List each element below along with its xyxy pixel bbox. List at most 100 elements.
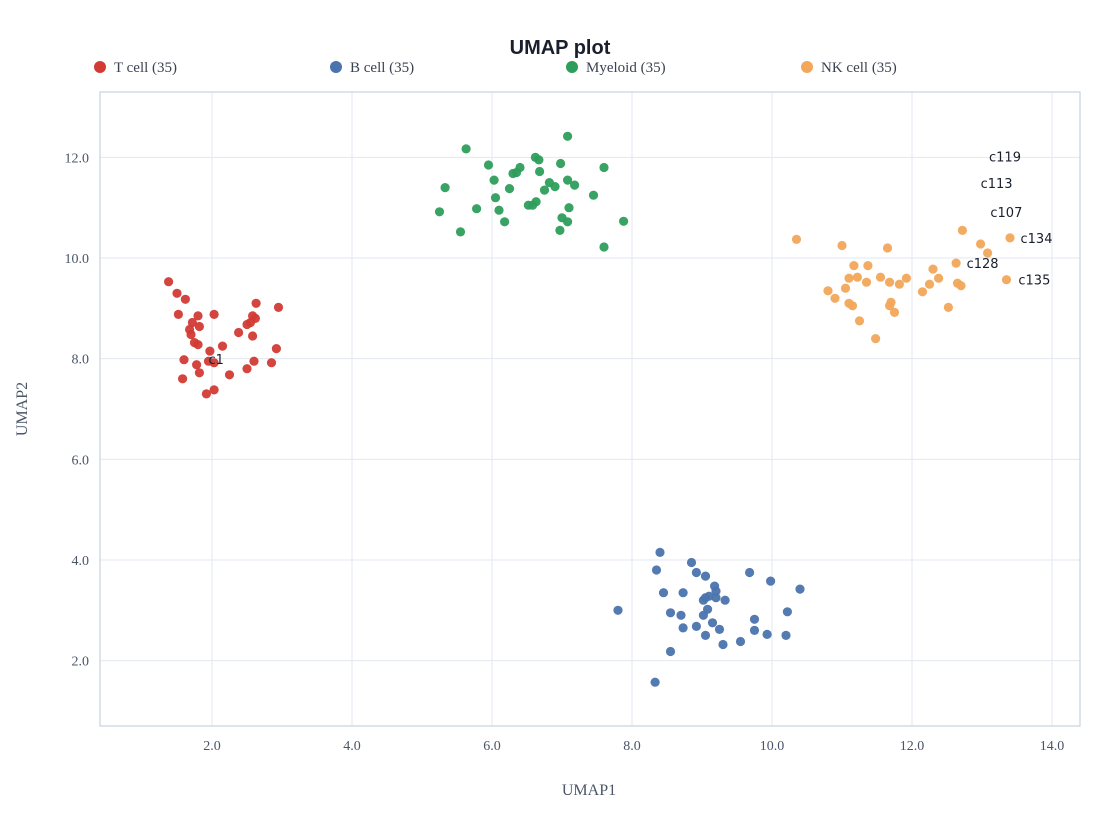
scatter-point[interactable] xyxy=(871,334,881,344)
scatter-point[interactable] xyxy=(555,225,565,235)
legend-item[interactable]: NK cell (35) xyxy=(801,60,897,76)
scatter-point[interactable] xyxy=(714,624,725,635)
scatter-point[interactable] xyxy=(698,595,709,605)
scatter-point[interactable] xyxy=(209,385,219,395)
scatter-point[interactable] xyxy=(718,639,728,650)
scatter-point[interactable] xyxy=(550,182,560,192)
scatter-point[interactable] xyxy=(494,205,504,215)
scatter-point[interactable] xyxy=(217,341,228,351)
scatter-point[interactable] xyxy=(882,243,893,253)
scatter-point[interactable] xyxy=(957,225,968,235)
scatter-point[interactable] xyxy=(489,175,499,185)
scatter-point[interactable] xyxy=(224,370,235,380)
scatter-point[interactable] xyxy=(599,162,609,173)
scatter-point[interactable] xyxy=(847,301,858,311)
scatter-point[interactable] xyxy=(658,588,669,598)
scatter-point[interactable] xyxy=(823,286,833,296)
scatter-point[interactable] xyxy=(440,183,450,193)
legend-item[interactable]: Myeloid (35) xyxy=(566,60,666,76)
scatter-point[interactable] xyxy=(837,240,847,251)
scatter-point[interactable] xyxy=(508,168,518,179)
scatter-point[interactable] xyxy=(745,567,755,578)
scatter-point[interactable] xyxy=(194,368,204,378)
scatter-point[interactable] xyxy=(564,203,574,213)
scatter-point[interactable] xyxy=(193,340,203,350)
scatter-point[interactable] xyxy=(209,358,219,368)
scatter-point[interactable] xyxy=(983,248,993,258)
scatter-point[interactable] xyxy=(172,288,182,298)
scatter-point[interactable] xyxy=(901,273,912,283)
scatter-point[interactable] xyxy=(245,317,256,328)
scatter-point[interactable] xyxy=(844,273,854,283)
scatter-point[interactable] xyxy=(535,166,545,177)
scatter-point[interactable] xyxy=(885,301,895,311)
scatter-point[interactable] xyxy=(570,180,580,190)
scatter-point[interactable] xyxy=(599,242,609,252)
scatter-point[interactable] xyxy=(563,175,573,185)
scatter-point[interactable] xyxy=(531,197,541,207)
scatter-point[interactable] xyxy=(863,261,873,271)
scatter-point[interactable] xyxy=(490,193,501,203)
scatter-point[interactable] xyxy=(192,360,202,370)
scatter-point[interactable] xyxy=(849,261,859,271)
scatter-point[interactable] xyxy=(678,623,688,633)
scatter-point[interactable] xyxy=(164,277,174,287)
scatter-point[interactable] xyxy=(1001,275,1012,285)
scatter-point[interactable] xyxy=(665,646,676,657)
scatter-point[interactable] xyxy=(943,302,954,312)
scatter-point[interactable] xyxy=(711,593,721,603)
scatter-point[interactable] xyxy=(588,190,599,200)
scatter-point[interactable] xyxy=(185,324,195,335)
scatter-point[interactable] xyxy=(613,605,623,615)
scatter-point[interactable] xyxy=(861,277,872,287)
scatter-point[interactable] xyxy=(782,607,793,617)
scatter-point[interactable] xyxy=(735,636,746,647)
scatter-point[interactable] xyxy=(885,277,895,287)
scatter-point[interactable] xyxy=(766,576,776,586)
scatter-point[interactable] xyxy=(928,264,938,274)
scatter-point[interactable] xyxy=(234,327,244,338)
scatter-point[interactable] xyxy=(180,294,190,304)
scatter-point[interactable] xyxy=(703,604,713,614)
scatter-point[interactable] xyxy=(749,625,760,636)
scatter-point[interactable] xyxy=(273,302,284,312)
scatter-point[interactable] xyxy=(455,227,466,237)
legend-item[interactable]: T cell (35) xyxy=(94,60,177,76)
scatter-point[interactable] xyxy=(711,586,721,596)
scatter-point[interactable] xyxy=(534,155,544,165)
scatter-point[interactable] xyxy=(934,273,944,283)
scatter-point[interactable] xyxy=(209,309,219,319)
scatter-point[interactable] xyxy=(691,567,702,578)
scatter-point[interactable] xyxy=(795,584,805,594)
scatter-point[interactable] xyxy=(504,184,515,194)
scatter-point[interactable] xyxy=(762,629,772,640)
scatter-point[interactable] xyxy=(461,144,471,154)
scatter-point[interactable] xyxy=(854,316,865,326)
scatter-point[interactable] xyxy=(483,160,494,170)
legend-item[interactable]: B cell (35) xyxy=(330,60,414,76)
scatter-point[interactable] xyxy=(678,588,688,598)
scatter-point[interactable] xyxy=(1005,233,1015,243)
scatter-point[interactable] xyxy=(781,630,791,641)
scatter-point[interactable] xyxy=(924,279,935,289)
scatter-point[interactable] xyxy=(266,358,277,368)
scatter-point[interactable] xyxy=(563,217,573,227)
scatter-point[interactable] xyxy=(894,279,905,289)
scatter-point[interactable] xyxy=(686,557,697,568)
scatter-point[interactable] xyxy=(251,298,261,308)
scatter-point[interactable] xyxy=(556,158,566,169)
scatter-point[interactable] xyxy=(179,355,189,365)
scatter-point[interactable] xyxy=(194,321,204,332)
scatter-point[interactable] xyxy=(707,618,718,628)
scatter-point[interactable] xyxy=(917,287,928,297)
scatter-point[interactable] xyxy=(205,346,215,356)
scatter-point[interactable] xyxy=(830,293,840,303)
scatter-point[interactable] xyxy=(193,311,203,321)
scatter-point[interactable] xyxy=(201,389,211,399)
scatter-point[interactable] xyxy=(248,331,258,341)
scatter-point[interactable] xyxy=(187,317,197,328)
scatter-point[interactable] xyxy=(655,547,665,558)
scatter-point[interactable] xyxy=(650,677,660,687)
scatter-point[interactable] xyxy=(619,216,629,226)
scatter-point[interactable] xyxy=(956,281,966,291)
